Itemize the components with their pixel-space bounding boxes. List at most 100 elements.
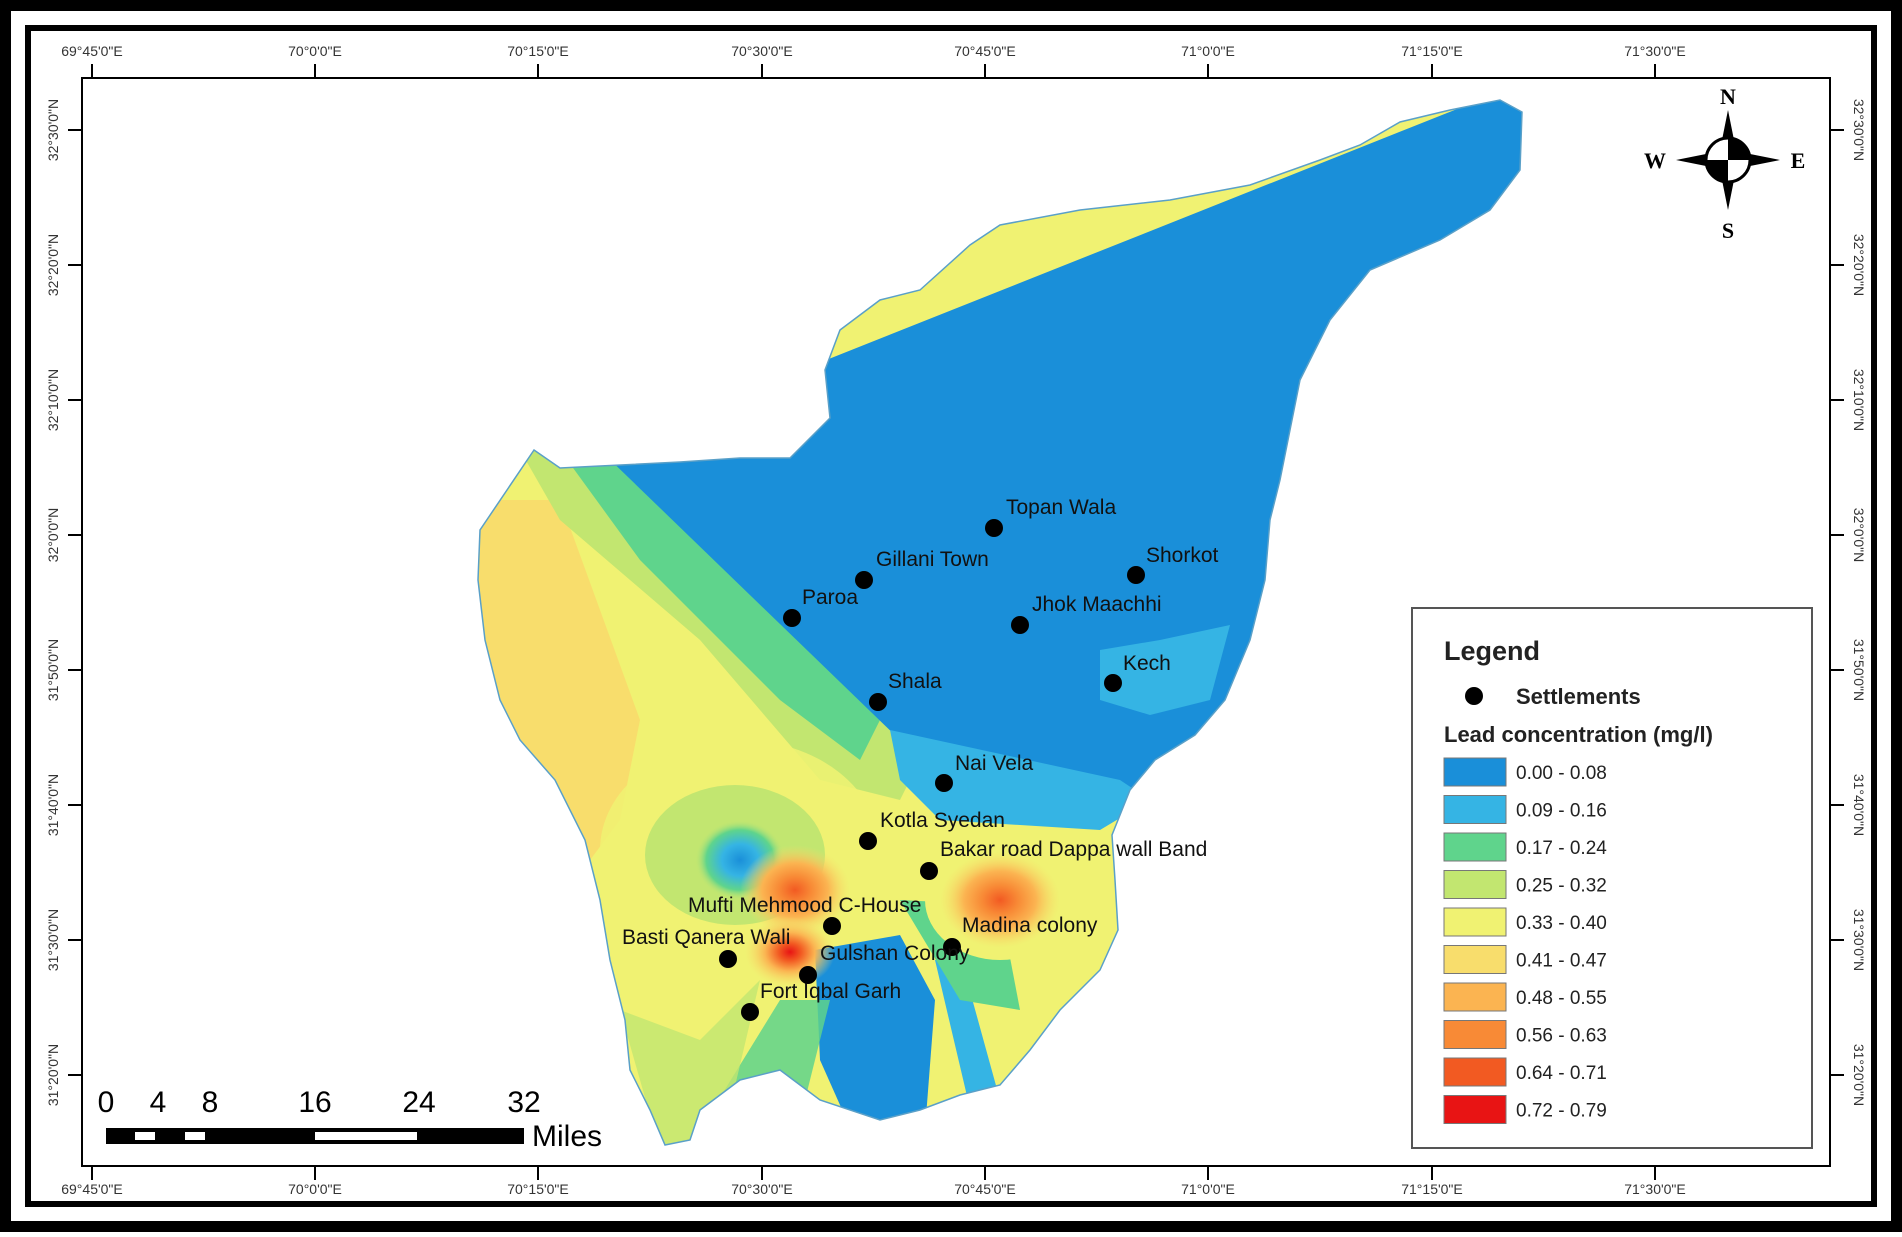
- settlement-label: Bakar road Dappa wall Band: [940, 838, 1207, 861]
- settlement-label: Kech: [1123, 652, 1171, 675]
- right-axis-label: 32°30'0"N: [1851, 99, 1867, 161]
- settlement-label: Kotla Syedan: [880, 809, 1005, 832]
- settlement-point-gulshan-colony[interactable]: [799, 966, 817, 984]
- settlements-symbol: [1465, 687, 1483, 705]
- settlement-point-gillani-town[interactable]: [855, 571, 873, 589]
- bottom-axis-label: 70°45'0"E: [954, 1181, 1016, 1197]
- settlement-label: Nai Vela: [955, 752, 1034, 775]
- settlement-label: Topan Wala: [1006, 496, 1116, 519]
- axis-ticks: [68, 64, 1844, 1180]
- legend-swatch: [1443, 982, 1507, 1012]
- right-axis-label: 31°40'0"N: [1851, 774, 1867, 836]
- settlement-label: Fort Iqbal Garh: [760, 980, 901, 1003]
- settlement-labels: Topan Wala Gillani Town Shorkot Paroa Jh…: [622, 496, 1219, 1003]
- compass-north: N: [1720, 84, 1736, 109]
- settlement-point-topan-wala[interactable]: [985, 519, 1003, 537]
- settlement-point-jhok-maachhi[interactable]: [1011, 616, 1029, 634]
- left-axis-label: 31°50'0"N: [45, 639, 61, 701]
- legend-range-label: 0.33 - 0.40: [1516, 913, 1607, 934]
- settlement-label: Mufti Mehmood C-House: [688, 894, 921, 917]
- settlement-point-fort-iqbal-garh[interactable]: [741, 1003, 759, 1021]
- legend-range-label: 0.56 - 0.63: [1516, 1026, 1607, 1047]
- bottom-axis-label: 71°30'0"E: [1624, 1181, 1686, 1197]
- left-axis-label: 31°30'0"N: [45, 909, 61, 971]
- right-axis-label: 31°50'0"N: [1851, 639, 1867, 701]
- compass-rose: N S E W: [1644, 84, 1805, 243]
- top-axis-label: 69°45'0"E: [61, 43, 123, 59]
- settlement-point-paroa[interactable]: [783, 609, 801, 627]
- top-axis-labels: 69°45'0"E 70°0'0"E 70°15'0"E 70°30'0"E 7…: [61, 43, 1686, 59]
- settlement-point-mufti-mehmood[interactable]: [823, 917, 841, 935]
- settlement-label: Shala: [888, 670, 942, 693]
- legend-concentration-title: Lead concentration (mg/l): [1444, 722, 1713, 747]
- settlement-point-kech[interactable]: [1104, 674, 1122, 692]
- right-axis-labels: 32°30'0"N 32°20'0"N 32°10'0"N 32°0'0"N 3…: [1851, 99, 1867, 1106]
- left-axis-label: 32°20'0"N: [45, 234, 61, 296]
- top-axis-label: 71°30'0"E: [1624, 43, 1686, 59]
- district-boundary: [477, 99, 1523, 1146]
- legend-swatch: [1443, 1057, 1507, 1087]
- settlement-label: Shorkot: [1146, 544, 1219, 567]
- scale-tick-label: 32: [507, 1086, 540, 1119]
- scale-tick-label: 8: [202, 1086, 219, 1119]
- settlement-point-bakar-road[interactable]: [920, 862, 938, 880]
- legend-range-label: 0.17 - 0.24: [1516, 838, 1607, 859]
- legend-range-label: 0.25 - 0.32: [1516, 876, 1607, 897]
- settlement-point-kotla-syedan[interactable]: [859, 832, 877, 850]
- legend-range-label: 0.72 - 0.79: [1516, 1101, 1607, 1122]
- legend-range-label: 0.00 - 0.08: [1516, 763, 1607, 784]
- settlement-point-shala[interactable]: [869, 693, 887, 711]
- legend-swatch: [1443, 1020, 1507, 1049]
- top-axis-label: 70°30'0"E: [731, 43, 793, 59]
- bottom-axis-label: 71°15'0"E: [1401, 1181, 1463, 1197]
- settlement-label: Jhok Maachhi: [1032, 593, 1162, 616]
- left-axis-label: 32°0'0"N: [45, 508, 61, 563]
- legend-swatch: [1443, 945, 1507, 974]
- compass-west: W: [1644, 148, 1666, 173]
- settlement-point-nai-vela[interactable]: [935, 774, 953, 792]
- bottom-axis-label: 70°15'0"E: [507, 1181, 569, 1197]
- scale-tick-label: 24: [402, 1086, 435, 1119]
- bottom-axis-label: 70°0'0"E: [288, 1181, 342, 1197]
- legend-classes: 0.00 - 0.08 0.09 - 0.16 0.17 - 0.24 0.25 - …: [1443, 757, 1607, 1124]
- bottom-axis-label: 69°45'0"E: [61, 1181, 123, 1197]
- settlement-point-shorkot[interactable]: [1127, 566, 1145, 584]
- scale-unit: Miles: [532, 1120, 602, 1153]
- legend-range-label: 0.41 - 0.47: [1516, 951, 1607, 972]
- inner-frame: [25, 25, 1877, 1207]
- settlement-label: Gulshan Colony: [820, 942, 970, 965]
- scale-tick-label: 16: [298, 1086, 331, 1119]
- right-axis-label: 32°0'0"N: [1851, 508, 1867, 563]
- legend-swatch: [1443, 832, 1507, 862]
- bottom-axis-labels: 69°45'0"E 70°0'0"E 70°15'0"E 70°30'0"E 7…: [61, 1181, 1686, 1197]
- top-axis-label: 71°15'0"E: [1401, 43, 1463, 59]
- bottom-axis-label: 70°30'0"E: [731, 1181, 793, 1197]
- settlement-points: [719, 519, 1145, 1021]
- settlement-label: Gillani Town: [876, 548, 989, 571]
- legend-swatch: [1443, 757, 1507, 787]
- left-axis-label: 32°10'0"N: [45, 369, 61, 431]
- left-axis-label: 32°30'0"N: [45, 99, 61, 161]
- legend-swatch: [1443, 907, 1507, 937]
- settlement-point-madina-colony[interactable]: [943, 938, 961, 956]
- legend-swatch: [1443, 870, 1507, 899]
- right-axis-label: 32°10'0"N: [1851, 369, 1867, 431]
- settlement-point-basti-qanera-wali[interactable]: [719, 950, 737, 968]
- legend-title: Legend: [1444, 636, 1540, 666]
- legend: Legend Settlements Lead concentration (m…: [1411, 607, 1813, 1149]
- legend-settlements-label: Settlements: [1516, 684, 1641, 709]
- right-axis-label: 32°20'0"N: [1851, 234, 1867, 296]
- top-axis-label: 70°0'0"E: [288, 43, 342, 59]
- left-axis-labels: 32°30'0"N 32°20'0"N 32°10'0"N 32°0'0"N 3…: [45, 99, 61, 1106]
- right-axis-label: 31°20'0"N: [1851, 1044, 1867, 1106]
- top-axis-label: 70°45'0"E: [954, 43, 1016, 59]
- legend-range-label: 0.09 - 0.16: [1516, 801, 1607, 822]
- compass-south: S: [1722, 218, 1734, 243]
- settlement-label: Paroa: [802, 586, 858, 609]
- settlement-label: Madina colony: [962, 914, 1098, 937]
- settlement-label: Basti Qanera Wali: [622, 926, 790, 949]
- top-axis-label: 70°15'0"E: [507, 43, 569, 59]
- compass-east: E: [1791, 148, 1806, 173]
